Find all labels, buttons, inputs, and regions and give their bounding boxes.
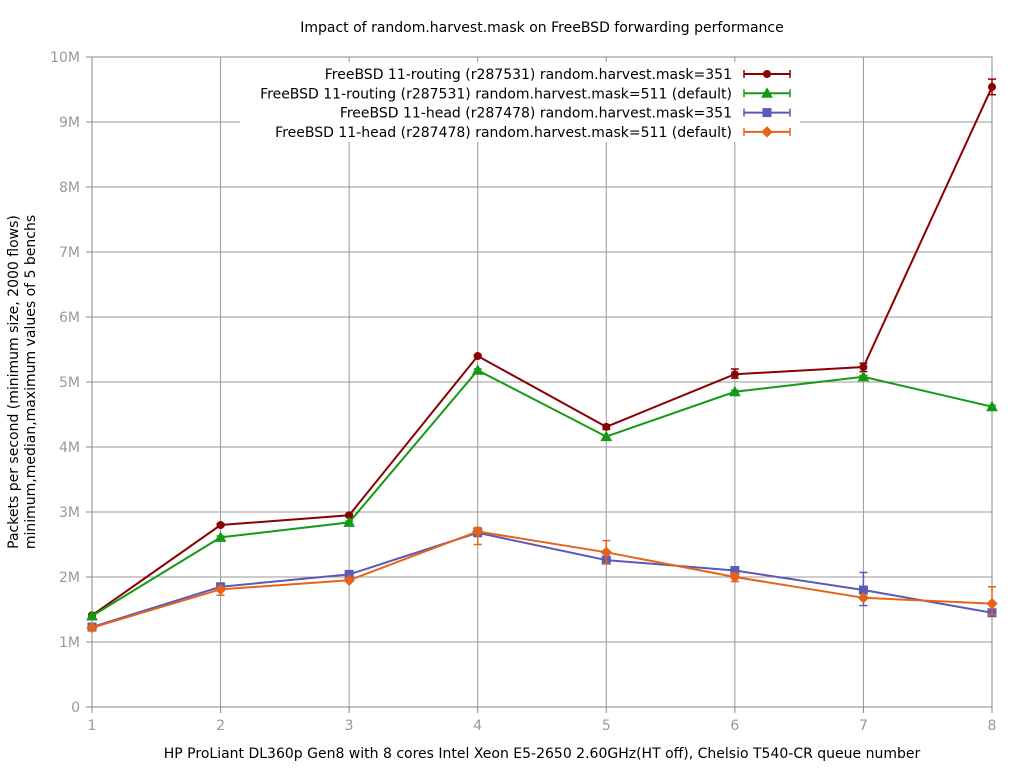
legend-marker xyxy=(761,87,773,98)
series-4 xyxy=(86,525,998,634)
y-axis-label-line-2: minimum,median,maximum values of 5 bench… xyxy=(23,215,39,549)
legend-background xyxy=(240,62,800,142)
data-point xyxy=(86,609,98,621)
legend-label: FreeBSD 11-routing (r287531) random.harv… xyxy=(325,67,732,83)
y-tick-label: 3M xyxy=(59,505,80,521)
series-line xyxy=(91,531,993,629)
data-point xyxy=(473,352,482,360)
legend-label: FreeBSD 11-head (r287478) random.harvest… xyxy=(340,106,732,122)
legend-item: FreeBSD 11-routing (r287531) random.harv… xyxy=(260,86,791,102)
series-1 xyxy=(88,78,996,620)
data-point xyxy=(857,370,870,382)
y-axis-label-line-1: Packets per second (minimum size, 2000 f… xyxy=(6,215,22,549)
data-point xyxy=(729,385,741,397)
data-point xyxy=(214,531,227,542)
legend-item: FreeBSD 11-head (r287478) random.harvest… xyxy=(340,106,791,122)
series-line xyxy=(91,86,993,617)
data-point xyxy=(859,363,868,372)
data-point xyxy=(986,400,998,412)
legend-marker xyxy=(763,70,771,78)
y-axis-label-group: Packets per second (minimum size, 2000 f… xyxy=(6,215,39,549)
data-point xyxy=(600,546,612,559)
y-tick-label: 8M xyxy=(59,180,80,196)
data-point xyxy=(857,592,870,604)
data-point xyxy=(602,422,611,431)
x-tick-label: 2 xyxy=(216,718,225,734)
y-tick-label: 10M xyxy=(50,50,80,66)
legend-item: FreeBSD 11-head (r287478) random.harvest… xyxy=(275,125,791,141)
legend-item: FreeBSD 11-routing (r287531) random.harv… xyxy=(325,67,791,83)
data-point xyxy=(343,516,355,527)
data-point xyxy=(730,370,739,379)
legend-marker xyxy=(761,126,773,138)
x-tick-label: 3 xyxy=(345,718,354,734)
data-point xyxy=(472,525,484,538)
x-tick-label: 4 xyxy=(473,718,482,734)
data-point xyxy=(471,364,484,375)
series-layer xyxy=(86,78,998,634)
x-tick-label: 8 xyxy=(988,718,997,734)
series-line xyxy=(91,530,993,629)
y-tick-label: 9M xyxy=(59,115,80,131)
y-tick-label: 5M xyxy=(59,375,80,391)
data-point xyxy=(343,574,355,586)
series-2 xyxy=(86,364,998,621)
data-point xyxy=(216,521,225,529)
data-point xyxy=(214,583,227,596)
y-tick-label: 6M xyxy=(59,310,80,326)
x-tick-label: 1 xyxy=(88,718,97,734)
y-tick-label: 4M xyxy=(59,440,80,456)
y-tick-label: 1M xyxy=(59,635,80,651)
legend-label: FreeBSD 11-routing (r287531) random.harv… xyxy=(260,86,732,102)
y-tick-label: 7M xyxy=(59,245,80,261)
plot-frame xyxy=(91,56,993,708)
y-tick-label: 0 xyxy=(71,700,80,716)
chart-title: Impact of random.harvest.mask on FreeBSD… xyxy=(300,20,783,36)
legend-label: FreeBSD 11-head (r287478) random.harvest… xyxy=(275,125,732,141)
data-point xyxy=(986,597,998,610)
legend: FreeBSD 11-routing (r287531) random.harv… xyxy=(240,62,800,142)
data-point xyxy=(729,571,741,583)
y-tick-label: 2M xyxy=(59,570,80,586)
data-point xyxy=(600,430,613,442)
legend-marker xyxy=(762,108,772,118)
series-line xyxy=(91,369,993,617)
x-tick-label: 7 xyxy=(859,718,868,734)
data-point xyxy=(86,621,98,634)
x-tick-label: 6 xyxy=(730,718,739,734)
x-tick-label: 5 xyxy=(602,718,611,734)
tick-labels: 0 1M 2M 3M 4M 5M 6M 7M 8M 9M 10M 1 2 3 4 5 6 7 8 xyxy=(50,50,996,734)
data-point xyxy=(988,82,996,91)
x-axis-label: HP ProLiant DL360p Gen8 with 8 cores Int… xyxy=(164,746,921,762)
